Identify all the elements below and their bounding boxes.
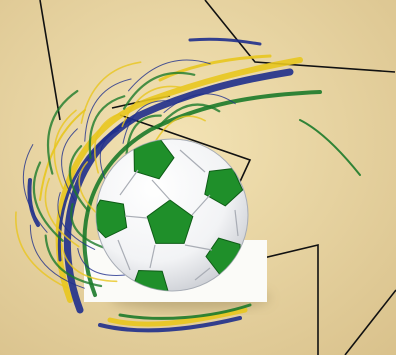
paint-splash bbox=[15, 37, 361, 333]
